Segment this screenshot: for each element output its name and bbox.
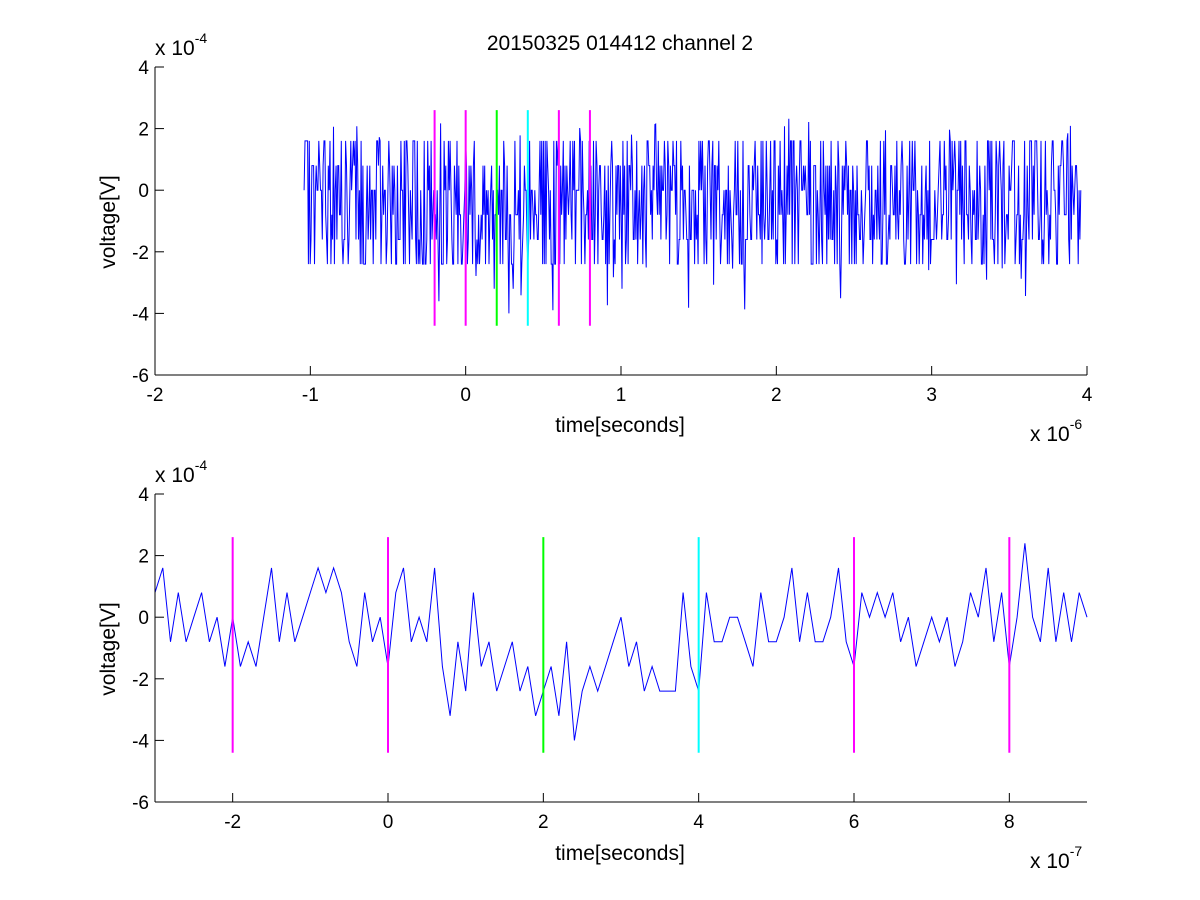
top-x-tick-label-6: 4 (1082, 385, 1093, 406)
top-x-tick-label-1: -1 (302, 385, 319, 406)
chart-title: 20150325 014412 channel 2 (487, 32, 753, 55)
bottom-x-tick-label-3: 4 (693, 812, 704, 833)
top-plot-axes: -2 -1 0 1 2 3 4 -6 -4 -2 0 2 4 (132, 58, 1093, 406)
bottom-x-tick-label-1: 0 (383, 812, 394, 833)
top-series-line-0 (303, 118, 1082, 314)
top-plot: -2 -1 0 1 2 3 4 -6 -4 -2 0 2 4 time[seconds] voltage… (97, 30, 1093, 446)
top-y-multiplier-base: x 10 (155, 37, 195, 60)
bottom-x-tick-label-2: 2 (538, 812, 549, 833)
bottom-x-tick-label-4: 6 (849, 812, 860, 833)
bottom-y-axis-label: voltage[V] (97, 602, 120, 695)
top-y-multiplier-exp: -4 (195, 30, 208, 46)
bottom-y-tick-label-5: 4 (138, 485, 149, 506)
bottom-x-multiplier: x 10-7 (1030, 843, 1082, 873)
top-x-tick-label-0: -2 (147, 385, 164, 406)
bottom-y-tick-label-1: -4 (132, 731, 149, 752)
top-plot-data (303, 110, 1082, 326)
bottom-x-multiplier-exp: -7 (1070, 843, 1083, 859)
bottom-plot: -2 0 2 4 6 8 -6 -4 -2 0 2 4 time[seconds] voltage[V… (97, 457, 1088, 873)
top-x-multiplier-base: x 10 (1030, 423, 1070, 446)
bottom-x-multiplier-base: x 10 (1030, 850, 1070, 873)
bottom-y-tick-label-0: -6 (132, 793, 149, 814)
top-y-tick-label-3: 0 (138, 181, 149, 202)
top-y-axis-label: voltage[V] (97, 175, 120, 268)
bottom-y-tick-label-3: 0 (138, 608, 149, 629)
bottom-x-tick-label-5: 8 (1004, 812, 1015, 833)
top-x-tick-label-3: 1 (616, 385, 627, 406)
bottom-y-multiplier-base: x 10 (155, 464, 195, 487)
top-x-tick-label-5: 3 (926, 385, 937, 406)
bottom-y-tick-label-4: 2 (138, 547, 149, 568)
top-y-multiplier: x 10-4 (155, 30, 207, 60)
top-y-tick-label-2: -2 (132, 243, 149, 264)
top-x-tick-label-2: 0 (460, 385, 471, 406)
top-x-tick-label-4: 2 (771, 385, 782, 406)
top-y-tick-label-5: 4 (138, 58, 149, 79)
top-x-axis-label: time[seconds] (555, 414, 685, 437)
top-y-tick-label-4: 2 (138, 120, 149, 141)
top-y-tick-label-1: -4 (132, 304, 149, 325)
bottom-y-multiplier: x 10-4 (155, 457, 207, 487)
bottom-x-axis-label: time[seconds] (555, 842, 685, 865)
top-y-tick-label-0: -6 (132, 366, 149, 387)
bottom-y-tick-label-2: -2 (132, 670, 149, 691)
bottom-plot-axes: -2 0 2 4 6 8 -6 -4 -2 0 2 4 (132, 485, 1087, 833)
top-x-multiplier: x 10-6 (1030, 416, 1082, 446)
bottom-plot-data (154, 537, 1088, 753)
bottom-y-multiplier-exp: -4 (195, 457, 208, 473)
bottom-series-line-0 (154, 543, 1088, 741)
bottom-x-tick-label-0: -2 (224, 812, 241, 833)
top-x-multiplier-exp: -6 (1070, 416, 1083, 432)
